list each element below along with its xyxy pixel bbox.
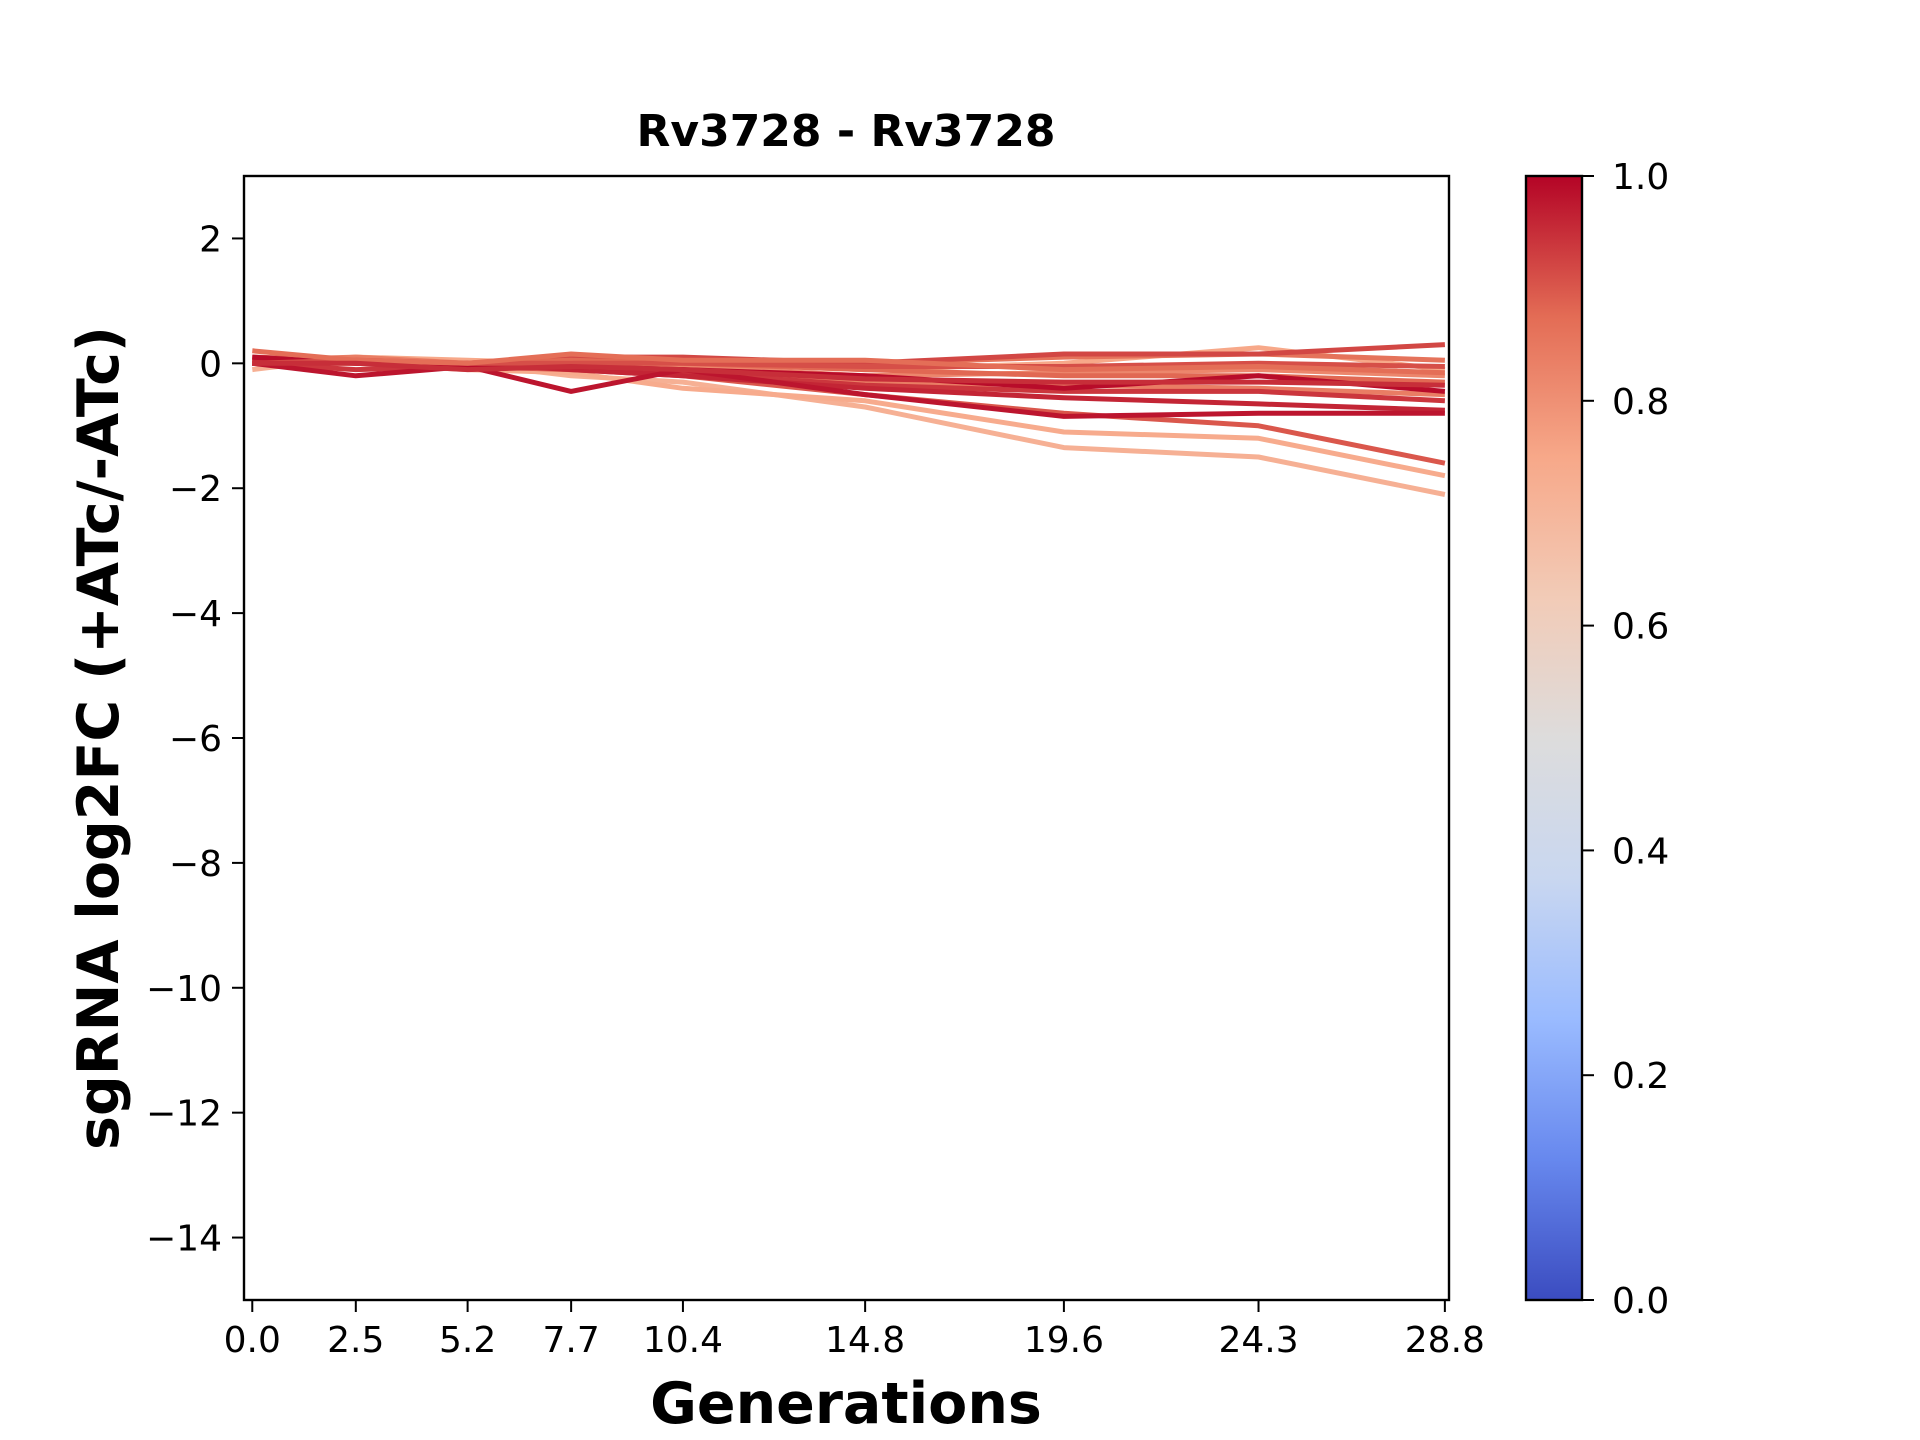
colorbar-tick-label: 0.8 (1612, 382, 1669, 423)
series-line-16 (252, 360, 1445, 388)
y-axis-label: sgRNA log2FC (+ATc/-ATc) (66, 326, 132, 1150)
x-tick-label: 28.8 (1405, 1320, 1485, 1361)
y-tick-label: 2 (199, 219, 222, 260)
x-tick-label: 5.2 (439, 1320, 496, 1361)
x-tick-label: 10.4 (643, 1320, 723, 1361)
x-tick-label: 7.7 (542, 1320, 599, 1361)
y-axis: 2 0 −2 −4 −6 −8 −10 −12 −14 (146, 219, 244, 1260)
y-tick-label: −6 (169, 719, 222, 760)
x-tick-label: 19.6 (1024, 1320, 1104, 1361)
series-group (252, 342, 1446, 497)
colorbar-tick-label: 1.0 (1612, 157, 1669, 198)
x-tick-label: 0.0 (224, 1320, 281, 1361)
colorbar-tick-label: 0.2 (1612, 1056, 1669, 1097)
colorbar-tick-label: 0.0 (1612, 1281, 1669, 1322)
x-axis: 0.0 2.5 5.2 7.7 10.4 14.8 19.6 24.3 28.8 (224, 1300, 1485, 1361)
colorbar: 0.0 0.2 0.4 0.6 0.8 1.0 (1524, 157, 1669, 1322)
y-tick-label: −4 (169, 594, 222, 635)
colorbar-tick-label: 0.6 (1612, 607, 1669, 648)
y-tick-label: −10 (146, 969, 222, 1010)
y-tick-label: −14 (146, 1219, 222, 1260)
y-tick-label: −2 (169, 469, 222, 510)
y-tick-label: 0 (199, 344, 222, 385)
plot-background (244, 176, 1449, 1300)
x-tick-label: 2.5 (327, 1320, 384, 1361)
y-tick-label: −8 (169, 844, 222, 885)
series-line-15 (252, 348, 1445, 376)
colorbar-tick-label: 0.4 (1612, 831, 1669, 872)
x-tick-label: 24.3 (1218, 1320, 1298, 1361)
colorbar-gradient (1524, 174, 1584, 1302)
x-tick-label: 14.8 (825, 1320, 905, 1361)
chart-title: Rv3728 - Rv3728 (637, 106, 1056, 157)
series-line-10 (252, 360, 1446, 404)
x-axis-label: Generations (650, 1371, 1042, 1437)
y-tick-label: −12 (146, 1094, 222, 1135)
colorbar-ticks: 0.0 0.2 0.4 0.6 0.8 1.0 (1582, 157, 1669, 1322)
plot-area: 0.0 2.5 5.2 7.7 10.4 14.8 19.6 24.3 28.8 2 0 −2 −4 −… (146, 174, 1485, 1361)
